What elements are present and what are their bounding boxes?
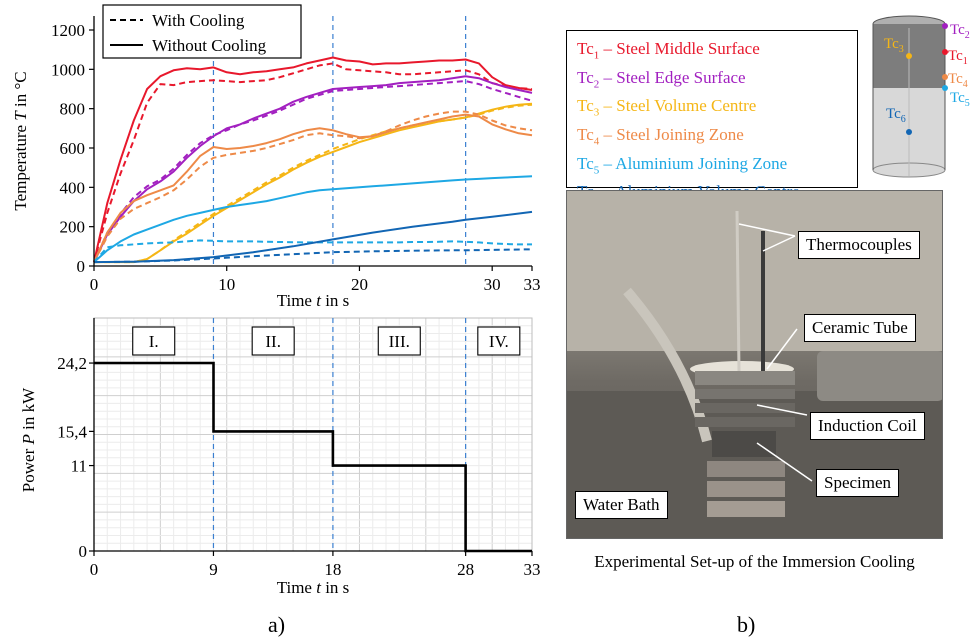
y-tick-label: 0 (77, 257, 86, 276)
series-line-tc5-solid (93, 175, 533, 263)
power-y-axis-label: Power P in kW (19, 387, 38, 492)
phase-label-1: I. (149, 332, 159, 351)
temperature-chart: 0 200 400 600 800 1000 1200 0 10 20 30 33 Time t in… (11, 4, 541, 310)
series-line-tc4-dashed (93, 110, 533, 263)
series-line-tc6-dashed (93, 248, 533, 264)
experiment-photo: Thermocouples Ceramic Tube Induction Coi… (566, 190, 943, 539)
phase-box-2 (251, 326, 295, 356)
power-x-tick-label: 33 (524, 560, 541, 579)
power-chart: 0 11 15,4 24,2 0 9 18 28 33 I. II. III. IV. Time t … (19, 317, 541, 597)
y-tick-label: 1200 (51, 21, 85, 40)
figure-caption: Experimental Set-up of the Immersion Coo… (594, 552, 915, 571)
callout-ceramic-tube: Ceramic Tube (804, 314, 916, 342)
phase-label-3: III. (389, 332, 410, 351)
specimen-label-tc6: Tc6 (886, 106, 906, 125)
legend-without-cooling: Without Cooling (152, 36, 267, 55)
series-line-tc4-solid (93, 113, 533, 263)
power-y-tick-label: 15,4 (57, 422, 87, 441)
power-x-tick-label: 28 (457, 560, 474, 579)
thermocouple-legend: Tc1 – Steel Middle Surface Tc2 – Steel Ed… (566, 30, 858, 205)
phase-box-3 (377, 326, 421, 356)
tc-legend-row-5: Tc5 – Aluminium Joining Zone (577, 153, 788, 177)
series-line-tc2-solid (93, 75, 533, 263)
specimen-label-tc1: Tc1 (948, 48, 968, 67)
power-x-axis-label: Time t in s (277, 578, 350, 597)
phase-box-4 (477, 326, 521, 356)
power-x-tick-label: 18 (324, 560, 341, 579)
callout-thermocouples: Thermocouples (798, 231, 920, 259)
power-y-tick-label: 0 (79, 542, 88, 561)
y-tick-label: 800 (60, 100, 86, 119)
y-tick-label: 600 (60, 139, 86, 158)
specimen-label-tc4: Tc4 (948, 71, 968, 90)
specimen-dot-tc2 (942, 23, 948, 29)
specimen-label-tc2: Tc2 (950, 22, 970, 41)
y-tick-label: 1000 (51, 60, 85, 79)
callout-water-bath: Water Bath (575, 491, 668, 519)
specimen-dot-tc5 (942, 85, 948, 91)
series-line-tc3-solid (94, 102, 533, 264)
legend-with-cooling: With Cooling (152, 11, 245, 30)
series-line-tc6-solid (93, 210, 533, 264)
specimen-dot-tc6 (906, 129, 912, 135)
temperature-y-axis-label: Temperature T in °C (11, 71, 30, 210)
x-tick-label: 30 (484, 275, 501, 294)
phase-label-4: IV. (489, 332, 509, 351)
power-x-tick-label: 0 (90, 560, 99, 579)
power-y-tick-label: 11 (71, 457, 87, 476)
temperature-x-axis-label: Time t in s (277, 291, 350, 310)
x-tick-label: 10 (218, 275, 235, 294)
tc-legend-row-4: Tc4 – Steel Joining Zone (577, 125, 744, 148)
specimen-dot-tc1 (942, 49, 948, 55)
x-tick-label: 20 (351, 275, 368, 294)
series-line-tc2-dashed (93, 80, 533, 263)
x-tick-label: 33 (524, 275, 541, 294)
x-tick-label: 0 (90, 275, 99, 294)
callout-specimen: Specimen (816, 469, 900, 497)
power-step-line (94, 361, 532, 553)
specimen-dot-tc4 (942, 74, 948, 80)
specimen-label-tc3: Tc3 (884, 36, 904, 55)
specimen-dot-tc3 (906, 53, 912, 59)
series-line-tc1-dashed (93, 62, 533, 263)
y-tick-label: 200 (60, 218, 86, 237)
charts-panel: 0 200 400 600 800 1000 1200 0 10 20 30 33 Time t in… (11, 4, 541, 597)
phase-box-1 (132, 326, 176, 356)
specimen-label-tc5: Tc5 (950, 90, 970, 109)
callout-induction-coil: Induction Coil (810, 412, 925, 440)
temperature-legend: With Cooling Without Cooling (102, 4, 302, 59)
power-x-tick-label: 9 (209, 560, 218, 579)
tc-legend-row-3: Tc3 – Steel Volume Centre (577, 96, 757, 119)
panel-label-a: a) (268, 612, 286, 637)
tc-legend-row-1: Tc1 – Steel Middle Surface (577, 39, 760, 62)
power-y-tick-label: 24,2 (57, 354, 87, 373)
panel-label-b: b) (737, 612, 756, 637)
tc-legend-row-2: Tc2 – Steel Edge Surface (577, 67, 746, 91)
series-line-tc1-solid (93, 56, 533, 263)
phase-label-2: II. (265, 332, 281, 351)
y-tick-label: 400 (60, 178, 86, 197)
